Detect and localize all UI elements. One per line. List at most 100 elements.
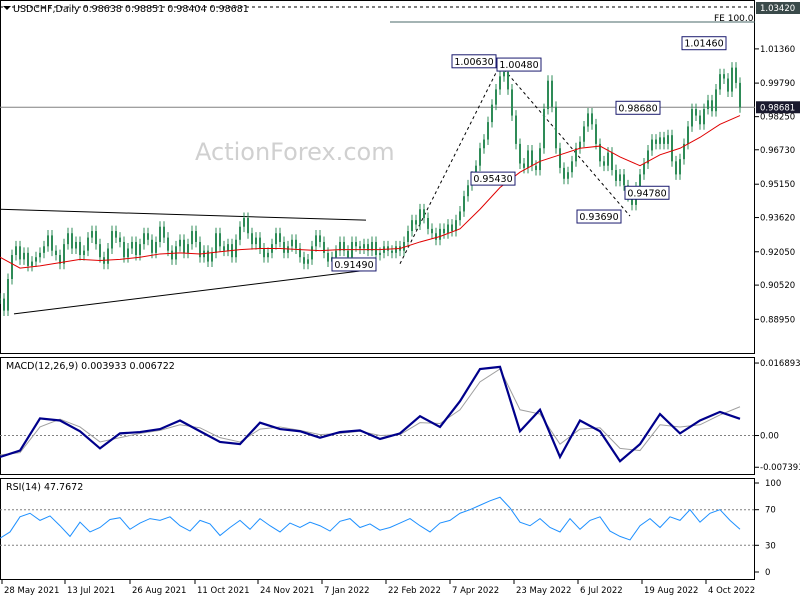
candle-body (735, 67, 737, 83)
candle-body (739, 82, 741, 108)
candle-body (679, 159, 681, 175)
candle-body (567, 172, 569, 179)
date-tick-label: 6 Jul 2022 (580, 586, 623, 596)
candle-body (347, 250, 349, 258)
date-tick-label: 19 Aug 2022 (644, 586, 698, 596)
candle-body (503, 71, 505, 77)
candle-body (223, 246, 225, 251)
candle-body (547, 80, 549, 110)
price-panel (0, 0, 755, 354)
candle-body (27, 252, 29, 266)
date-tick-label: 7 Jan 2022 (324, 586, 370, 596)
candle-body (195, 231, 197, 242)
candle-body (379, 252, 381, 256)
candle-body (335, 250, 337, 258)
candle-body (663, 137, 665, 144)
candle-body (651, 139, 653, 151)
candle-body (91, 231, 93, 238)
candle-body (615, 170, 617, 181)
candle-body (575, 148, 577, 162)
candle-body (311, 246, 313, 260)
candle-body (423, 209, 425, 218)
candle-body (611, 152, 613, 171)
candle-body (371, 241, 373, 251)
candle-body (51, 235, 53, 251)
candle-body (707, 100, 709, 110)
level-box (496, 57, 542, 72)
level-box (576, 209, 622, 224)
candle-body (247, 217, 249, 234)
level-label: 1.00630 (454, 57, 493, 68)
candle-body (495, 89, 497, 105)
candle-body (667, 135, 669, 144)
date-tick-label: 4 Oct 2022 (708, 586, 755, 596)
symbol-title-group: USDCHF,Daily 0.98638 0.98851 0.98404 0.9… (3, 4, 249, 15)
candle-body (467, 185, 469, 197)
candle-body (715, 89, 717, 112)
candle-body (711, 100, 713, 112)
price-tick-label: 0.88950 (760, 315, 795, 325)
level-box (624, 185, 670, 200)
candle-body (551, 80, 553, 107)
level-label: 0.95430 (473, 174, 512, 185)
candle-body (279, 233, 281, 242)
date-tick-label: 11 Oct 2021 (197, 586, 250, 596)
candle-body (75, 241, 77, 249)
level-box (681, 36, 727, 51)
candle-body (23, 252, 25, 260)
candle-body (199, 241, 201, 258)
macd-tick-label: 0.016893 (760, 359, 800, 369)
macd-line (0, 365, 741, 463)
level-box (331, 257, 377, 272)
candle-body (79, 241, 81, 256)
candle-body (159, 226, 161, 242)
level-label: 1.00480 (499, 60, 538, 71)
candle-body (303, 257, 305, 264)
candle-body (555, 106, 557, 149)
candle-body (243, 217, 245, 227)
candle-body (559, 148, 561, 168)
candle-body (255, 237, 257, 245)
candle-body (487, 122, 489, 140)
candle-body (323, 241, 325, 253)
candle-body (507, 71, 509, 90)
candle-body (67, 233, 69, 245)
candle-body (631, 196, 633, 205)
candle-body (127, 248, 129, 258)
candle-body (403, 241, 405, 251)
candle-body (119, 237, 121, 242)
candle-body (259, 237, 261, 249)
candle-body (95, 231, 97, 245)
top-price-label: 1.03420 (760, 4, 795, 14)
moving-average (0, 115, 741, 269)
candle-body (463, 196, 465, 212)
candle-body (687, 126, 689, 144)
price-axis: 1.01360 0.99790 0.98250 0.96730 0.95150 0.936… (755, 2, 800, 325)
price-tick-label: 0.96730 (760, 146, 795, 156)
candle-body (447, 224, 449, 234)
candle-body (39, 252, 41, 258)
candle-body (355, 241, 357, 247)
candle-body (131, 241, 133, 249)
candle-body (35, 257, 37, 262)
candle-body (691, 109, 693, 127)
candle-body (59, 255, 61, 264)
candle-body (291, 239, 293, 247)
price-tick-label: 0.95150 (760, 180, 795, 190)
candle-body (395, 246, 397, 253)
candle-body (375, 241, 377, 256)
candle-body (299, 248, 301, 258)
candle-body (643, 163, 645, 175)
current-price-badge (756, 101, 800, 114)
macd-panel (0, 357, 755, 475)
candle-body (655, 139, 657, 144)
price-tick-label: 0.92050 (760, 248, 795, 258)
candle-body (115, 231, 117, 238)
current-price-label: 0.98681 (760, 103, 795, 113)
candle-body (283, 241, 285, 253)
candle-body (83, 250, 85, 256)
candle-body (699, 115, 701, 125)
price-tick-label: 0.99790 (760, 79, 795, 89)
candle-body (99, 244, 101, 258)
